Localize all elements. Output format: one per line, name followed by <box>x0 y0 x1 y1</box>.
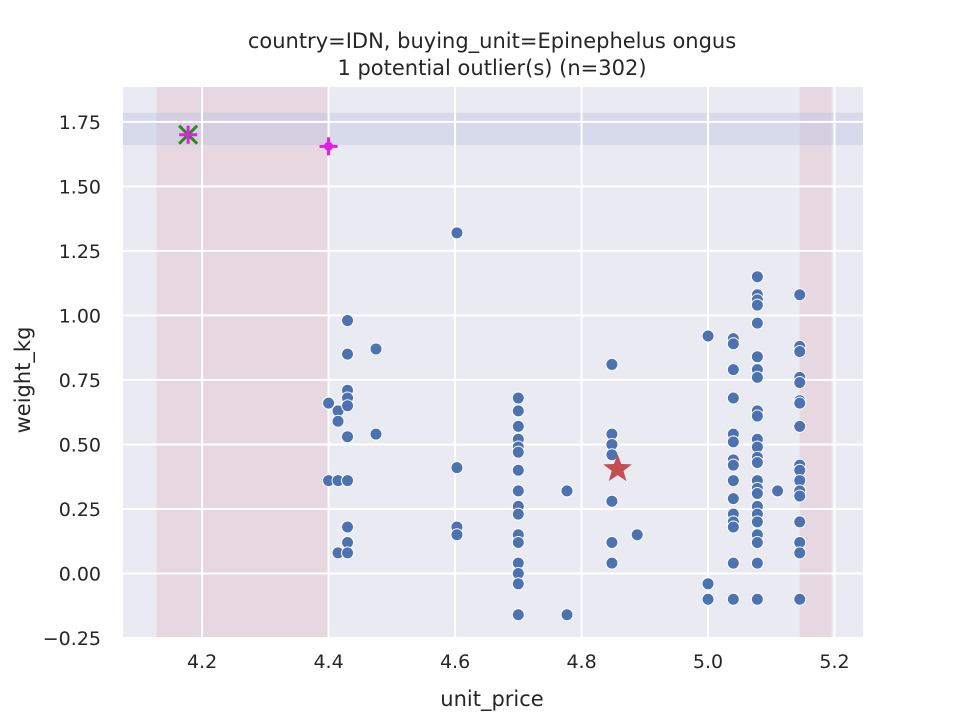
data-point <box>750 370 764 384</box>
data-point <box>511 391 525 405</box>
data-point <box>726 458 740 472</box>
x-tick-label: 4.2 <box>187 651 217 673</box>
data-point <box>771 484 785 498</box>
data-point <box>726 337 740 351</box>
plus-marker <box>179 125 198 144</box>
data-point <box>511 463 525 477</box>
data-point <box>605 494 619 508</box>
gridlines <box>123 87 863 639</box>
data-point <box>750 350 764 364</box>
data-point <box>701 592 715 606</box>
data-point <box>750 486 764 500</box>
data-point <box>750 298 764 312</box>
data-point <box>793 515 807 529</box>
data-point <box>726 556 740 570</box>
chart-subtitle: 1 potential outlier(s) (n=302) <box>337 56 646 80</box>
data-point <box>605 448 619 462</box>
plot-area <box>123 87 863 638</box>
centroid-star-marker <box>603 453 632 482</box>
y-axis-label: weight_kg <box>11 327 36 434</box>
data-point <box>793 376 807 390</box>
data-point <box>341 430 355 444</box>
data-point <box>511 507 525 521</box>
data-point <box>726 492 740 506</box>
data-point <box>793 419 807 433</box>
data-point <box>793 546 807 560</box>
data-point <box>750 270 764 284</box>
data-point <box>341 520 355 534</box>
data-point <box>726 474 740 488</box>
data-point <box>511 445 525 459</box>
chart-title: country=IDN, buying_unit=Epinephelus ong… <box>248 29 736 54</box>
data-point <box>630 528 644 542</box>
data-point <box>369 342 383 356</box>
data-point <box>341 347 355 361</box>
x-tick-label: 4.8 <box>566 651 596 673</box>
data-point <box>331 414 345 428</box>
y-tick-label: 0.50 <box>59 434 101 456</box>
data-point <box>369 427 383 441</box>
x-tick-label: 5.2 <box>819 651 849 673</box>
data-point <box>750 456 764 470</box>
y-tick-label: 1.25 <box>59 241 101 263</box>
data-point <box>793 396 807 410</box>
data-point <box>726 592 740 606</box>
data-point <box>511 404 525 418</box>
x-tick-label: 4.4 <box>313 651 343 673</box>
data-point <box>341 474 355 488</box>
data-point <box>701 577 715 591</box>
data-point <box>450 226 464 240</box>
data-point <box>726 391 740 405</box>
y-axis-ticks: −0.25 0.00 0.25 0.50 0.75 1.00 1.25 1.50 1.75 <box>43 112 101 650</box>
data-point <box>511 577 525 591</box>
data-point <box>793 592 807 606</box>
data-point <box>560 608 574 622</box>
data-point <box>750 556 764 570</box>
data-point <box>511 608 525 622</box>
data-point <box>793 288 807 302</box>
data-point <box>750 592 764 606</box>
y-tick-label: 0.00 <box>59 563 101 585</box>
x-tick-label: 4.6 <box>440 651 470 673</box>
data-point <box>726 363 740 377</box>
data-point <box>605 556 619 570</box>
data-point <box>322 396 336 410</box>
data-point <box>726 520 740 534</box>
data-point <box>750 515 764 529</box>
y-tick-label: 1.75 <box>59 112 101 134</box>
y-outlier-band <box>123 112 863 146</box>
data-points <box>178 124 807 622</box>
data-point <box>341 314 355 328</box>
data-point <box>750 316 764 330</box>
data-point <box>450 528 464 542</box>
y-tick-label: 1.00 <box>59 305 101 327</box>
data-point <box>605 536 619 550</box>
data-point <box>560 484 574 498</box>
data-point <box>793 489 807 503</box>
data-point <box>341 546 355 560</box>
dot-marker <box>324 141 334 151</box>
y-tick-label: −0.25 <box>43 628 101 650</box>
x-axis-ticks: 4.2 4.4 4.6 4.8 5.0 5.2 <box>187 651 850 673</box>
y-tick-label: 1.50 <box>59 176 101 198</box>
y-tick-label: 0.75 <box>59 370 101 392</box>
data-point <box>450 461 464 475</box>
y-tick-label: 0.25 <box>59 499 101 521</box>
x-outlier-band <box>156 87 329 638</box>
data-point <box>511 419 525 433</box>
shaded-regions <box>123 87 863 638</box>
data-point <box>701 329 715 343</box>
x-axis-label: unit_price <box>440 687 543 712</box>
x-tick-label: 5.0 <box>693 651 723 673</box>
data-point <box>511 536 525 550</box>
data-point <box>726 435 740 449</box>
data-point <box>750 536 764 550</box>
data-point <box>793 345 807 359</box>
data-point <box>511 484 525 498</box>
data-point <box>750 409 764 423</box>
data-point <box>605 357 619 371</box>
data-point <box>341 399 355 413</box>
